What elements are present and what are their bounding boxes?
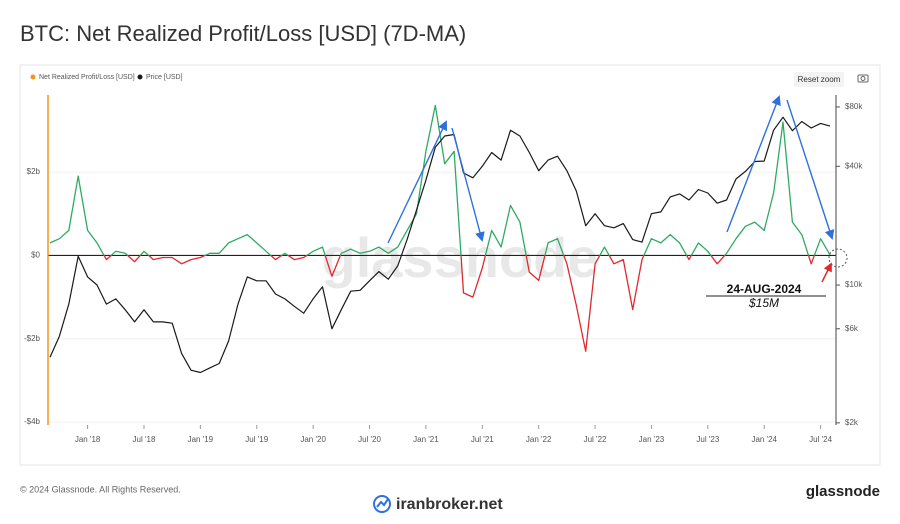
x-tick-label: Jan '23: [639, 435, 665, 444]
chart-title: BTC: Net Realized Profit/Loss [USD] (7D-…: [20, 21, 466, 46]
reset-zoom-button[interactable]: [794, 72, 844, 87]
x-tick-label: Jul '21: [471, 435, 494, 444]
y2-tick-label: $80k: [845, 102, 863, 111]
copyright: © 2024 Glassnode. All Rights Reserved.: [20, 484, 181, 494]
x-tick-label: Jul '18: [133, 435, 156, 444]
y-tick-label: -$2b: [24, 334, 41, 343]
x-tick-label: Jul '23: [696, 435, 719, 444]
x-tick-label: Jan '22: [526, 435, 552, 444]
legend-swatch: [137, 74, 143, 80]
x-tick-label: Jan '24: [751, 435, 777, 444]
legend-label: Net Realized Profit/Loss [USD]: [39, 74, 135, 81]
x-tick-label: Jan '20: [300, 435, 326, 444]
y2-tick-label: $40k: [845, 161, 863, 170]
x-tick-label: Jul '24: [809, 435, 832, 444]
annotation-value: $15M: [748, 296, 779, 310]
camera-icon[interactable]: [857, 74, 869, 83]
x-tick-label: Jul '20: [358, 435, 381, 444]
x-tick-label: Jan '19: [188, 435, 214, 444]
annotation-date: 24-AUG-2024: [727, 282, 802, 296]
highlight-circle: [828, 248, 848, 268]
y2-tick-label: $10k: [845, 280, 863, 289]
reset-zoom-label[interactable]: Reset zoom: [798, 75, 841, 84]
x-tick-label: Jan '18: [75, 435, 101, 444]
y-tick-label: -$4b: [24, 417, 41, 426]
legend-swatch: [30, 74, 36, 80]
y2-tick-label: $6k: [845, 324, 859, 333]
x-tick-label: Jul '22: [584, 435, 607, 444]
x-tick-label: Jul '19: [245, 435, 268, 444]
legend-label: Price [USD]: [146, 74, 183, 81]
pointer-arrow: [821, 262, 832, 283]
source-label: iranbroker.net: [396, 496, 503, 513]
brand: glassnode: [806, 483, 880, 500]
y2-tick-label: $2k: [845, 418, 859, 427]
y-tick-label: $0: [31, 251, 40, 260]
panel: [19, 64, 881, 466]
source-logo: [373, 495, 391, 513]
trend-arrows: [387, 95, 835, 244]
y-tick-label: $2b: [27, 167, 41, 176]
price-line: [49, 116, 831, 374]
x-tick-label: Jan '21: [413, 435, 439, 444]
